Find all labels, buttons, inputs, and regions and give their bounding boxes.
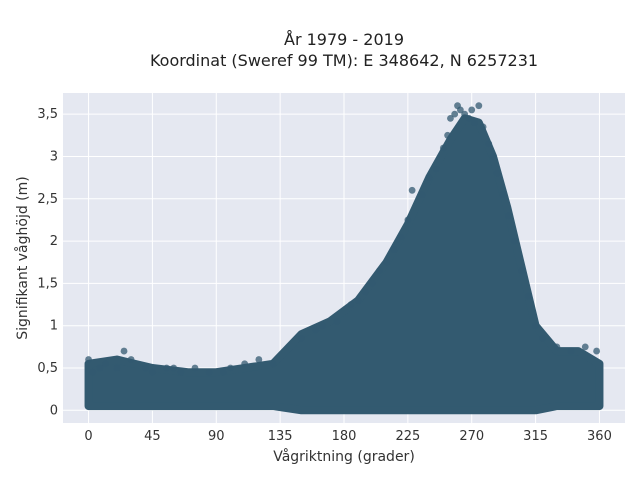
scatter-point <box>451 110 459 118</box>
scatter-point <box>333 318 341 325</box>
scatter-point <box>493 169 501 177</box>
scatter-point <box>312 326 320 334</box>
scatter-point <box>539 334 547 342</box>
x-tick-label: 225 <box>395 429 420 444</box>
scatter-point <box>499 191 507 198</box>
point-cloud <box>84 114 604 415</box>
scatter-point <box>444 131 452 139</box>
scatter-point <box>298 334 305 342</box>
scatter-point <box>408 186 416 194</box>
scatter-point <box>390 246 398 253</box>
chart-title-line2: Koordinat (Sweref 99 TM): E 348642, N 62… <box>150 51 538 70</box>
x-tick-label: 180 <box>332 429 357 444</box>
y-tick-label: 1,5 <box>37 276 58 291</box>
x-tick-label: 45 <box>144 429 161 444</box>
scatter-point <box>177 368 185 376</box>
scatter-point <box>418 191 426 198</box>
scatter-point <box>567 347 575 355</box>
scatter-point <box>205 368 213 376</box>
scatter-point <box>376 267 383 275</box>
scatter-point <box>113 364 121 372</box>
scatter-point <box>191 364 199 372</box>
scatter-point <box>471 119 478 127</box>
scatter-point <box>465 114 473 122</box>
scatter-point <box>489 153 497 160</box>
y-axis-title: Signifikant våghöjd (m) <box>14 176 31 339</box>
y-tick-label: 1 <box>50 319 58 334</box>
scatter-point <box>269 360 277 368</box>
scatter-point <box>439 144 447 152</box>
scatter-point <box>170 364 178 372</box>
scatter-point <box>553 343 561 351</box>
y-tick-label: 0 <box>50 403 58 418</box>
scatter-point <box>581 343 589 351</box>
x-axis-ticks: 0 45 90 135 180 225 270 315 360 <box>84 429 611 444</box>
scatter-point <box>525 292 532 300</box>
scatter-point <box>255 356 263 363</box>
scatter-point <box>89 368 97 376</box>
y-tick-label: 2,5 <box>37 192 58 207</box>
scatter-point <box>141 364 149 372</box>
scatter-point <box>475 102 483 110</box>
scatter-point <box>447 114 454 122</box>
scatter-point <box>479 123 487 131</box>
scatter-point <box>485 140 493 148</box>
x-tick-label: 135 <box>268 429 293 444</box>
scatter-point <box>149 368 156 376</box>
scatter-point <box>505 212 513 220</box>
scatter-point <box>127 356 135 363</box>
x-axis-title: Vågriktning (grader) <box>273 448 415 465</box>
x-tick-label: 0 <box>84 429 92 444</box>
scatter-point <box>241 360 249 368</box>
scatter-point <box>347 301 355 308</box>
scatter-point <box>432 165 440 173</box>
y-tick-label: 0,5 <box>37 361 58 376</box>
scatter-point <box>120 347 128 355</box>
scatter-point <box>404 216 412 224</box>
scatter-point <box>461 110 469 118</box>
scatter-point <box>397 233 405 241</box>
scatter-point <box>383 258 390 266</box>
y-axis-ticks: 0 0,5 1 1,5 2 2,5 3 3,5 <box>37 107 58 418</box>
scatter-point <box>96 364 104 372</box>
scatter-point <box>593 347 601 355</box>
x-tick-label: 270 <box>459 429 484 444</box>
scatter-point <box>517 267 525 275</box>
scatter-point <box>85 356 92 363</box>
scatter-point <box>361 288 369 296</box>
scatter-points <box>84 102 604 415</box>
chart-title-line1: År 1979 - 2019 <box>284 30 404 49</box>
scatter-point <box>510 237 518 245</box>
scatter-point <box>425 174 433 182</box>
y-tick-label: 3,5 <box>37 107 58 122</box>
scatter-point <box>468 106 476 114</box>
scatter-point <box>354 296 362 304</box>
y-tick-label: 2 <box>50 234 58 249</box>
x-tick-label: 315 <box>523 429 548 444</box>
scatter-point <box>456 106 464 114</box>
y-tick-label: 3 <box>50 149 58 164</box>
scatter-point <box>163 364 171 372</box>
x-tick-label: 90 <box>208 429 225 444</box>
scatter-point <box>219 368 227 376</box>
scatter-point <box>227 364 234 372</box>
scatter-point <box>102 360 109 368</box>
x-tick-label: 360 <box>587 429 612 444</box>
scatter-point <box>532 322 539 330</box>
scatter-point <box>319 322 327 330</box>
scatter-point <box>368 279 376 287</box>
